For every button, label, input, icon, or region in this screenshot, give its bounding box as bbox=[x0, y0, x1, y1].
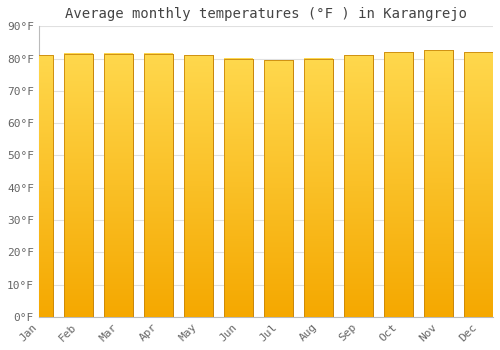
Bar bbox=[264, 60, 293, 317]
Bar bbox=[344, 55, 373, 317]
Bar bbox=[224, 58, 253, 317]
Bar bbox=[344, 55, 373, 317]
Bar bbox=[144, 54, 173, 317]
Bar bbox=[64, 54, 93, 317]
Bar bbox=[144, 54, 173, 317]
Bar bbox=[104, 54, 133, 317]
Bar bbox=[104, 54, 133, 317]
Bar bbox=[24, 55, 53, 317]
Bar bbox=[424, 50, 453, 317]
Bar bbox=[464, 52, 493, 317]
Bar bbox=[264, 60, 293, 317]
Bar bbox=[304, 58, 333, 317]
Bar bbox=[64, 54, 93, 317]
Title: Average monthly temperatures (°F ) in Karangrejo: Average monthly temperatures (°F ) in Ka… bbox=[65, 7, 467, 21]
Bar bbox=[24, 55, 53, 317]
Bar bbox=[224, 58, 253, 317]
Bar bbox=[304, 58, 333, 317]
Bar bbox=[184, 55, 213, 317]
Bar bbox=[384, 52, 413, 317]
Bar bbox=[184, 55, 213, 317]
Bar bbox=[384, 52, 413, 317]
Bar bbox=[464, 52, 493, 317]
Bar bbox=[424, 50, 453, 317]
